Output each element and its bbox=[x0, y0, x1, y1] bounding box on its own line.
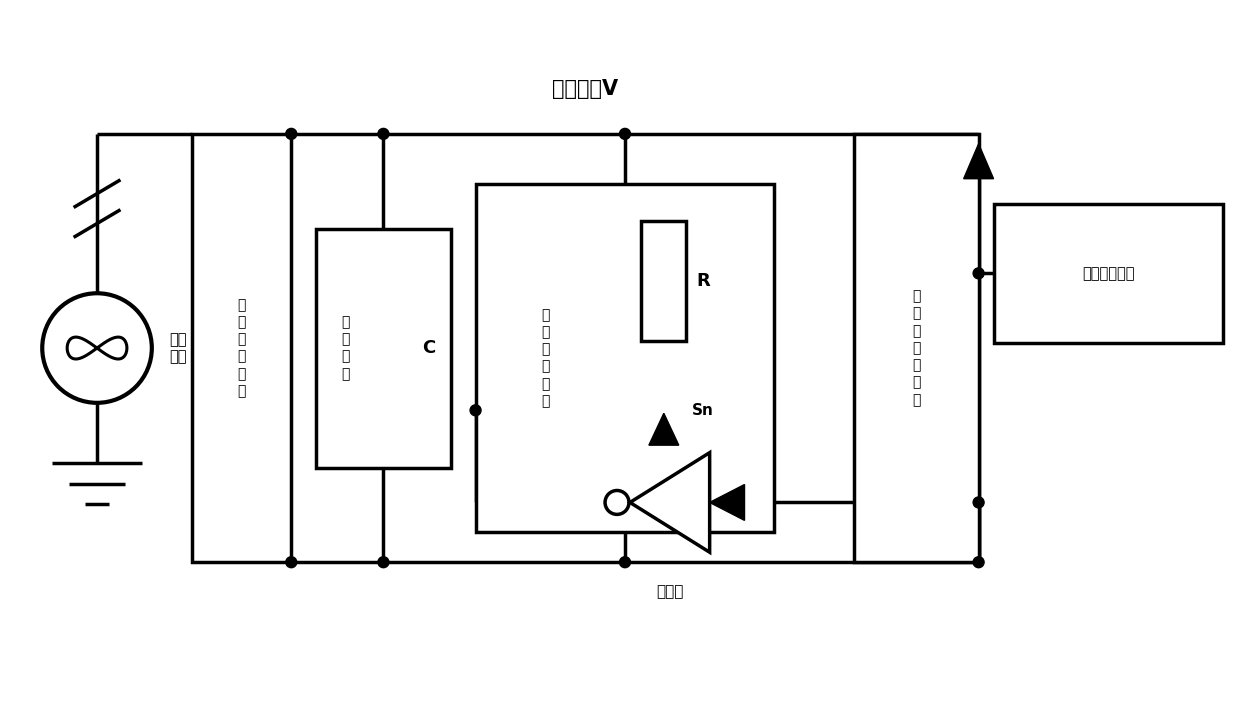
Bar bbox=[192, 134, 291, 562]
Circle shape bbox=[378, 129, 389, 139]
Text: 电
源
匹
配
网
络: 电 源 匹 配 网 络 bbox=[237, 298, 246, 398]
Circle shape bbox=[973, 556, 985, 568]
Circle shape bbox=[620, 556, 630, 568]
Circle shape bbox=[973, 268, 985, 279]
Circle shape bbox=[620, 129, 630, 139]
Text: 母线电压V: 母线电压V bbox=[552, 79, 619, 99]
Bar bbox=[993, 204, 1223, 343]
Circle shape bbox=[470, 405, 481, 416]
Circle shape bbox=[973, 497, 985, 508]
Bar bbox=[854, 134, 978, 562]
Text: 时序发生设备: 时序发生设备 bbox=[1081, 266, 1135, 281]
Bar bbox=[641, 221, 686, 340]
Text: 供电
电源: 供电 电源 bbox=[169, 332, 186, 364]
Polygon shape bbox=[649, 414, 678, 445]
Text: R: R bbox=[696, 272, 711, 290]
Text: 反向器: 反向器 bbox=[656, 584, 683, 600]
Polygon shape bbox=[709, 485, 744, 521]
Polygon shape bbox=[963, 144, 993, 179]
Circle shape bbox=[378, 556, 389, 568]
Circle shape bbox=[285, 556, 296, 568]
Text: 脉
冲
匹
配
网
络: 脉 冲 匹 配 网 络 bbox=[541, 308, 549, 409]
Polygon shape bbox=[630, 452, 709, 552]
Circle shape bbox=[285, 129, 296, 139]
Bar bbox=[476, 184, 775, 532]
Text: C: C bbox=[422, 339, 435, 357]
Bar bbox=[316, 228, 450, 467]
Text: 大
功
率
脉
冲
负
载: 大 功 率 脉 冲 负 载 bbox=[913, 289, 920, 407]
Text: 储
能
电
容: 储 能 电 容 bbox=[341, 315, 350, 381]
Text: Sn: Sn bbox=[692, 403, 713, 418]
